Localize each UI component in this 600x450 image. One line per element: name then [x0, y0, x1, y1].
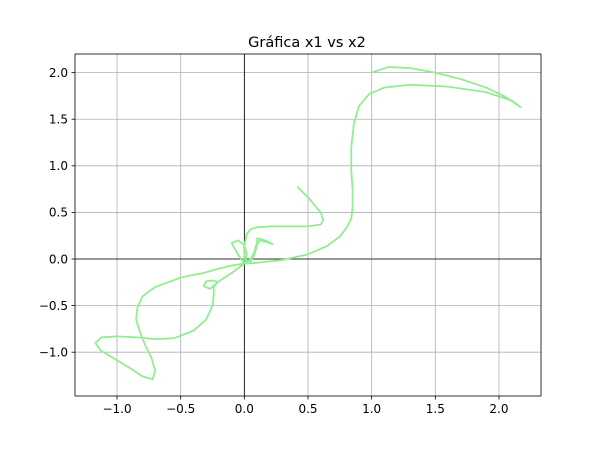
y-tick-label: 1.0 — [49, 159, 68, 173]
series-line — [94, 66, 522, 381]
x-tick-label: 0.0 — [235, 402, 254, 416]
x-tick-label: −1.0 — [102, 402, 131, 416]
y-axis: −1.0 −0.5 0.0 0.5 1.0 1.5 2.0 — [39, 66, 75, 360]
x-tick-label: −0.5 — [166, 402, 195, 416]
series-layer — [94, 66, 522, 381]
y-tick-label: −0.5 — [39, 299, 68, 313]
y-tick-label: 2.0 — [49, 66, 68, 80]
chart-title: Gráfica x1 vs x2 — [248, 35, 366, 51]
x-tick-label: 1.0 — [362, 402, 381, 416]
x-tick-label: 2.0 — [489, 402, 508, 416]
grid — [75, 54, 541, 396]
y-tick-label: −1.0 — [39, 346, 68, 360]
y-tick-label: 0.0 — [49, 252, 68, 266]
y-tick-label: 1.5 — [49, 113, 68, 127]
reference-lines — [75, 54, 541, 396]
x-tick-label: 0.5 — [298, 402, 317, 416]
x-axis: −1.0 −0.5 0.0 0.5 1.0 1.5 2.0 — [102, 396, 509, 416]
x-tick-label: 1.5 — [426, 402, 445, 416]
y-tick-label: 0.5 — [49, 206, 68, 220]
